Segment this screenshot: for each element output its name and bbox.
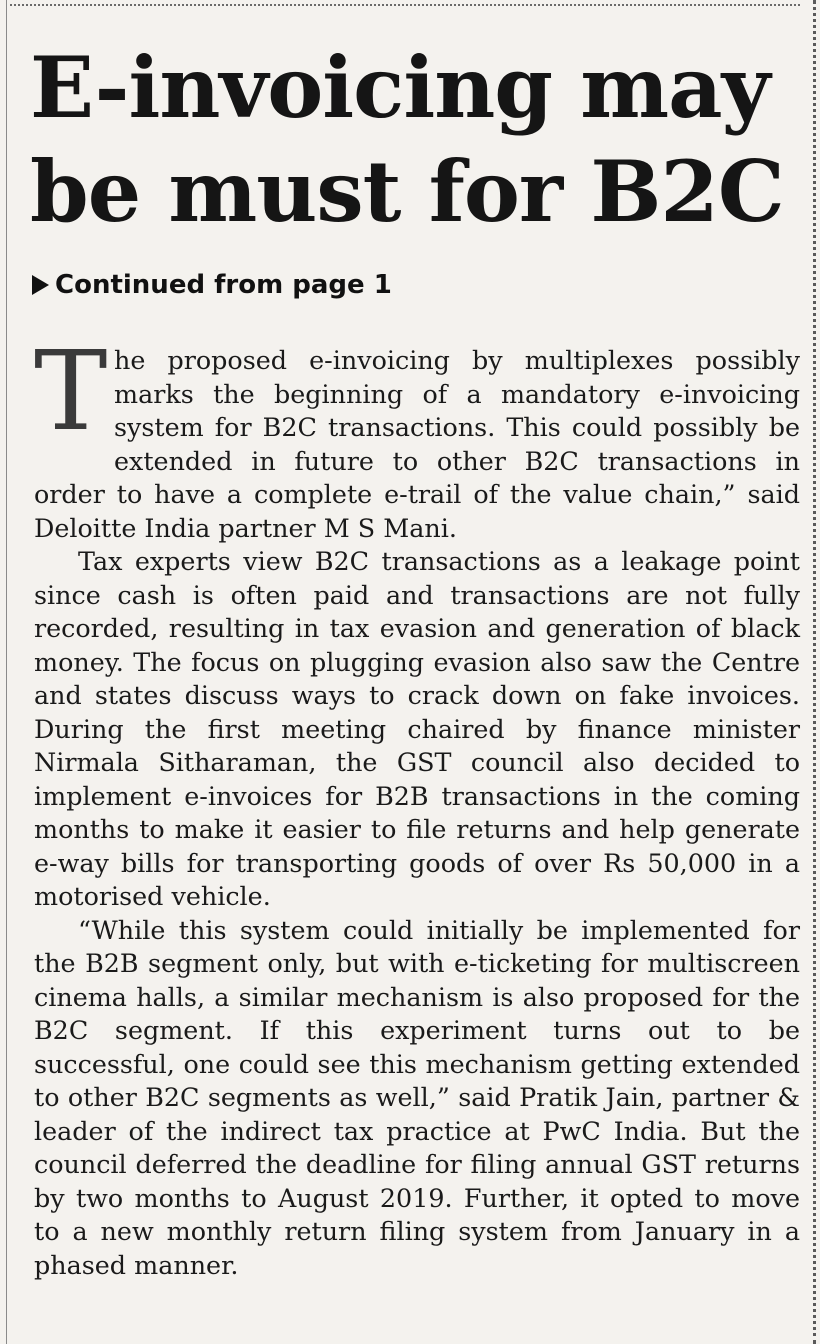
right-dotted-border [813, 0, 816, 1344]
paragraph-1-text: he proposed e-invoicing by multiplexes p… [34, 345, 800, 543]
headline: E-invoicing may be must for B2C [30, 38, 785, 241]
play-arrow-icon [32, 275, 49, 295]
continued-label: Continued from page 1 [55, 270, 392, 300]
continued-line: Continued from page 1 [32, 270, 392, 300]
article-paragraph-3: “While this system could initially be im… [34, 914, 800, 1280]
dropcap: T [34, 327, 108, 455]
top-dotted-border [10, 4, 800, 6]
left-column-rule [6, 0, 7, 1344]
article-paragraph-2: Tax experts view B2C transactions as a l… [34, 546, 800, 911]
